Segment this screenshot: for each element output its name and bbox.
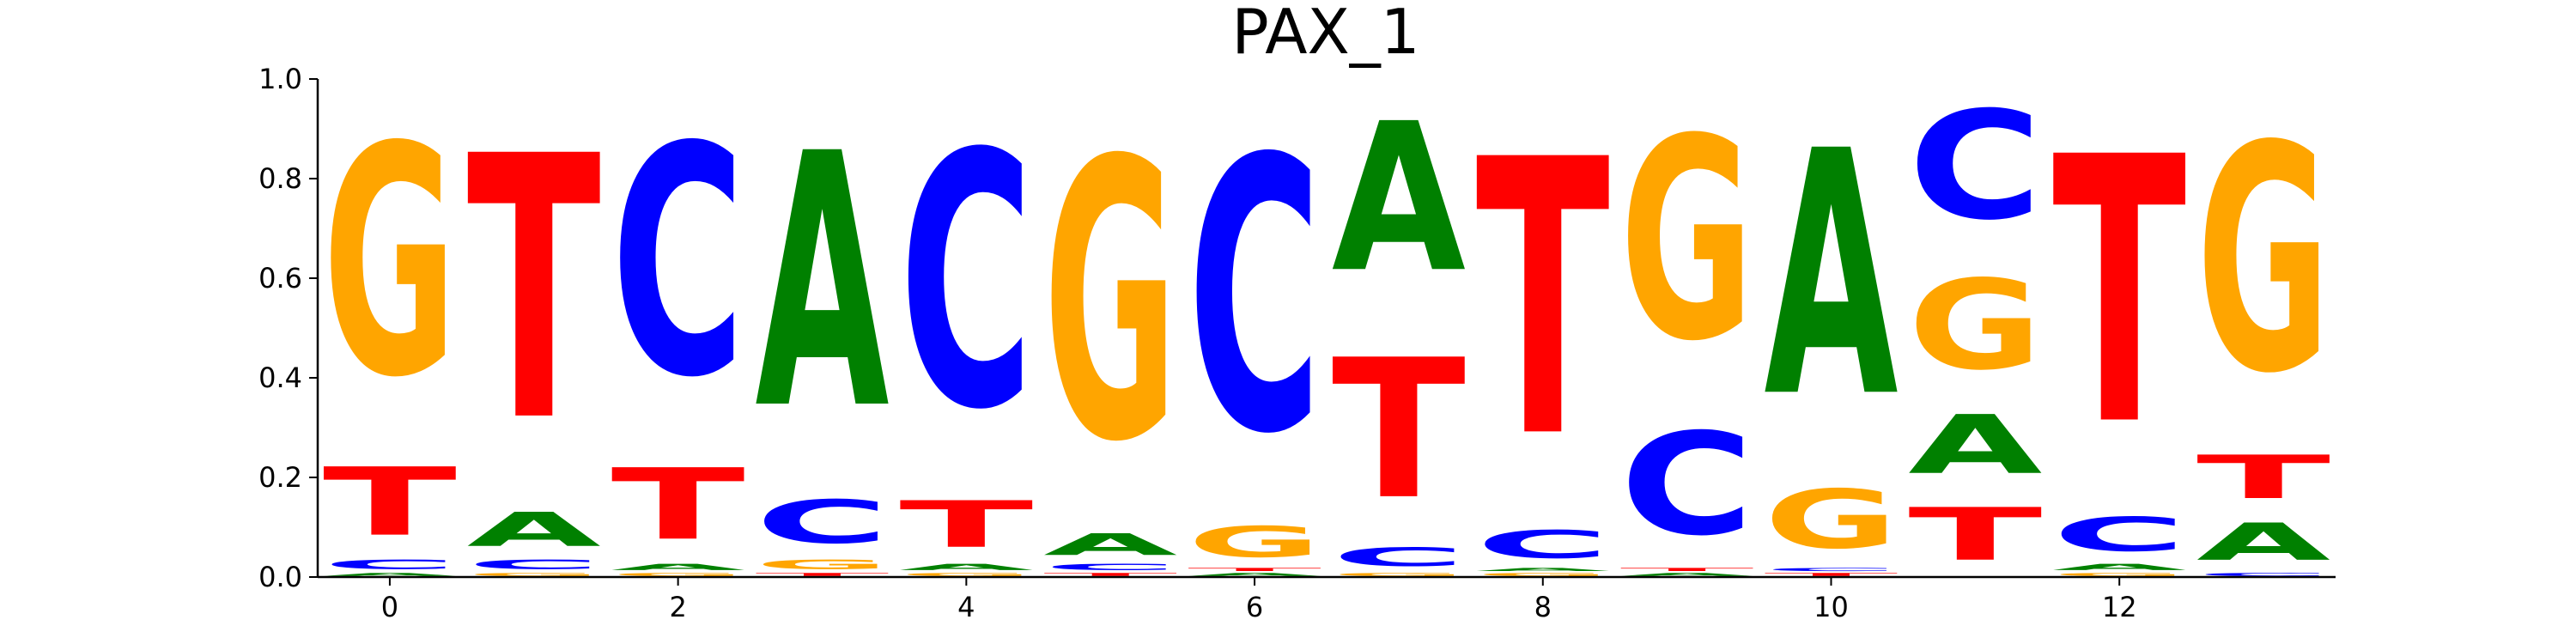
- letter-A-pos-7: A: [1332, 80, 1466, 318]
- letter-G-pos-13: G: [2196, 81, 2330, 442]
- letter-A-pos-8: A: [1476, 567, 1610, 572]
- letter-C-pos-1: C: [467, 557, 601, 572]
- letter-G-pos-8: G: [1476, 572, 1610, 577]
- letter-G-pos-1: G: [467, 572, 601, 577]
- letter-G-pos-3: G: [755, 557, 889, 572]
- letter-T-pos-8: T: [1476, 80, 1611, 520]
- letter-G-pos-6: G: [1188, 517, 1321, 567]
- letter-A-pos-4: A: [899, 562, 1033, 573]
- letter-G-pos-10: G: [1764, 473, 1898, 567]
- letter-A-pos-9: A: [1620, 572, 1754, 577]
- letter-C-pos-12: C: [2052, 507, 2186, 562]
- letter-G-pos-2: G: [611, 572, 745, 577]
- axes: 0.0 0.2 0.4 0.6 0.8 1.0 0 2 4 6 8 10 12: [258, 63, 2336, 623]
- letter-T-pos-2: T: [611, 447, 745, 562]
- letter-A-pos-1: A: [467, 502, 601, 556]
- letter-C-pos-6: C: [1188, 79, 1321, 515]
- letter-T-pos-10: T: [1764, 572, 1898, 577]
- letter-T-pos-7: T: [1332, 319, 1466, 543]
- x-tick-label: 4: [957, 591, 975, 623]
- x-tick-label: 6: [1246, 591, 1263, 623]
- y-tick-label: 0.6: [258, 262, 302, 295]
- letter-T-pos-4: T: [899, 488, 1033, 562]
- letter-A-pos-6: A: [1188, 572, 1321, 577]
- letter-A-pos-10: A: [1764, 81, 1899, 471]
- y-tick-label: 0.8: [258, 162, 302, 195]
- letter-G-pos-0: G: [323, 80, 457, 447]
- x-tick-label: 12: [2102, 591, 2137, 623]
- letter-C-pos-5: C: [1043, 562, 1177, 573]
- letter-T-pos-12: T: [2052, 79, 2187, 506]
- letter-C-pos-0: C: [323, 557, 457, 572]
- letter-T-pos-11: T: [1908, 493, 2042, 577]
- letter-G-pos-11: G: [1908, 254, 2042, 398]
- letter-A-pos-2: A: [611, 562, 745, 573]
- letter-stacks: ACTGGCATGATCTGCAGATCTCAGATGCGCTAGACTATCG…: [323, 79, 2330, 577]
- letter-C-pos-4: C: [899, 80, 1033, 487]
- letter-C-pos-3: C: [755, 488, 889, 557]
- letter-A-pos-12: A: [2052, 562, 2186, 573]
- letter-C-pos-9: C: [1620, 403, 1754, 567]
- letter-G-pos-4: G: [899, 572, 1033, 577]
- x-tick-label: 8: [1534, 591, 1552, 623]
- letter-T-pos-3: T: [755, 572, 889, 577]
- letter-C-pos-2: C: [611, 80, 745, 447]
- letter-T-pos-13: T: [2196, 443, 2330, 513]
- letter-T-pos-0: T: [323, 448, 457, 557]
- letter-A-pos-0: A: [323, 572, 457, 577]
- letter-G-pos-7: G: [1332, 572, 1466, 577]
- letter-T-pos-6: T: [1188, 567, 1321, 572]
- letter-T-pos-9: T: [1620, 567, 1754, 572]
- letter-A-pos-13: A: [2196, 513, 2330, 572]
- chart-title: PAX_1: [1231, 0, 1419, 68]
- letter-C-pos-10: C: [1764, 567, 1898, 572]
- letter-C-pos-8: C: [1476, 522, 1610, 567]
- letter-T-pos-1: T: [467, 79, 602, 501]
- letter-C-pos-11: C: [1908, 79, 2042, 252]
- letter-A-pos-5: A: [1043, 527, 1177, 562]
- letter-G-pos-5: G: [1043, 80, 1177, 526]
- letter-C-pos-7: C: [1332, 542, 1466, 572]
- letter-A-pos-3: A: [755, 80, 890, 487]
- letter-A-pos-11: A: [1908, 398, 2042, 493]
- x-tick-label: 10: [1814, 591, 1849, 623]
- x-tick-label: 2: [669, 591, 686, 623]
- y-tick-label: 0.4: [258, 361, 302, 394]
- letter-G-pos-12: G: [2052, 572, 2186, 577]
- x-tick-label: 0: [381, 591, 398, 623]
- y-tick-label: 1.0: [258, 63, 302, 95]
- y-tick-label: 0.0: [258, 561, 302, 593]
- y-tick-label: 0.2: [258, 461, 302, 494]
- letter-C-pos-13: C: [2196, 572, 2330, 577]
- letter-G-pos-9: G: [1620, 80, 1754, 402]
- letter-T-pos-5: T: [1043, 572, 1177, 577]
